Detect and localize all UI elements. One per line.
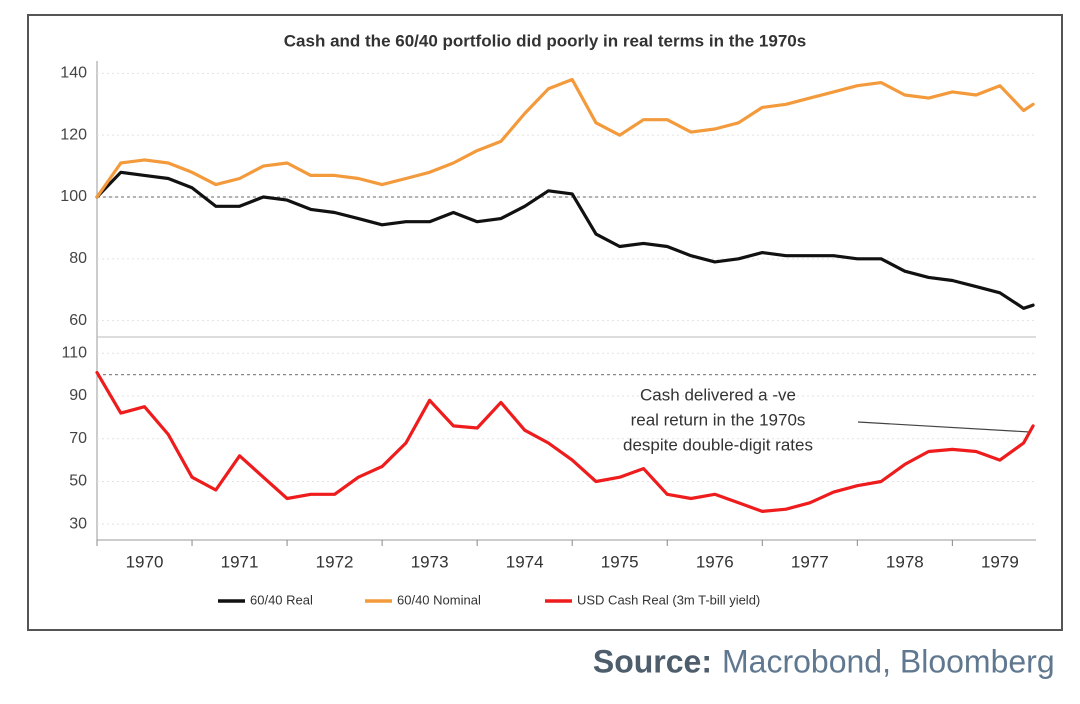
source-label: Source: (593, 643, 712, 679)
y-tick-label: 90 (69, 387, 87, 404)
legend-label: 60/40 Nominal (397, 592, 481, 607)
x-tick-label: 1975 (601, 552, 639, 571)
x-tick-label: 1979 (981, 552, 1019, 571)
legend-label: USD Cash Real (3m T-bill yield) (577, 592, 760, 607)
source-text: Macrobond, Bloomberg (722, 643, 1055, 679)
y-tick-label: 70 (69, 430, 87, 447)
annotation-text: Cash delivered a -ve (640, 385, 796, 404)
y-tick-label: 50 (69, 473, 87, 490)
series-line (95, 370, 1035, 513)
x-tick-label: 1970 (126, 552, 164, 571)
legend-label: 60/40 Real (250, 592, 313, 607)
series-line (95, 170, 1035, 310)
y-tick-label: 120 (60, 126, 87, 143)
annotation-arrow (857, 421, 1031, 433)
annotation-text: despite double-digit rates (623, 435, 813, 454)
y-tick-label: 60 (69, 312, 87, 329)
x-tick-label: 1973 (411, 552, 449, 571)
x-tick-label: 1977 (791, 552, 829, 571)
x-tick-label: 1974 (506, 552, 544, 571)
y-tick-label: 80 (69, 250, 87, 267)
annotation-text: real return in the 1970s (631, 410, 806, 429)
y-tick-label: 100 (60, 188, 87, 205)
y-tick-label: 110 (61, 344, 87, 361)
y-tick-label: 30 (69, 515, 87, 532)
chart-frame (27, 14, 1063, 631)
x-tick-label: 1972 (316, 552, 354, 571)
x-tick-label: 1976 (696, 552, 734, 571)
y-tick-label: 140 (60, 65, 87, 82)
x-tick-label: 1971 (221, 552, 259, 571)
series-line (95, 77, 1035, 199)
x-tick-label: 1978 (886, 552, 924, 571)
chart-title: Cash and the 60/40 portfolio did poorly … (284, 31, 806, 50)
